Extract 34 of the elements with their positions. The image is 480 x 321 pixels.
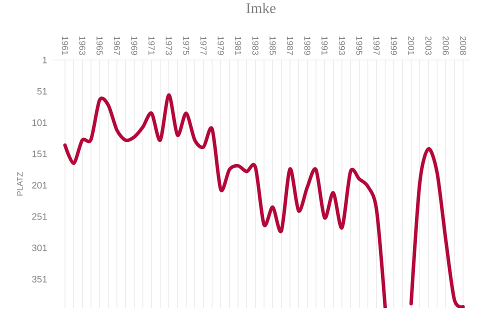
x-tick-label: 1983	[252, 36, 258, 55]
x-tick-label: 1993	[338, 36, 345, 55]
x-tick-label: 1977	[200, 36, 207, 55]
x-tick-label: 2006	[442, 36, 449, 55]
y-tick-label: 1	[42, 56, 47, 64]
y-tick-label: 301	[32, 244, 47, 252]
x-tick-label: 1973	[166, 36, 172, 55]
y-axis-title: PLATZ	[17, 172, 23, 196]
x-tick-label: 2001	[408, 36, 414, 55]
x-tick-label: 1995	[356, 36, 362, 55]
x-tick-label: 1981	[234, 36, 242, 55]
x-tick-label: 1965	[96, 36, 103, 55]
x-tick-label: 1997	[373, 36, 380, 55]
x-tick-label: 1969	[131, 36, 138, 55]
y-tick-label: 101	[32, 119, 47, 126]
x-tick-label: 1961	[62, 36, 68, 55]
x-tick-label: 1971	[148, 36, 155, 55]
y-tick-label: 51	[37, 88, 47, 95]
chart-title: Imke	[246, 2, 276, 14]
x-tick-label: 1987	[286, 36, 294, 55]
x-tick-label: 1991	[322, 36, 328, 55]
x-tick-label: 1985	[270, 36, 276, 55]
y-tick-label: 151	[32, 150, 47, 158]
x-tick-label: 1979	[218, 36, 224, 55]
x-tick-label: 1967	[114, 36, 120, 55]
x-tick-label: 2003	[425, 36, 432, 55]
y-tick-label: 351	[32, 276, 47, 282]
x-tick-label: 1963	[79, 36, 86, 55]
x-tick-label: 1975	[183, 36, 190, 55]
x-tick-label: 2008	[460, 36, 466, 55]
y-tick-label: 251	[32, 213, 47, 220]
y-tick-label: 201	[32, 182, 47, 189]
x-tick-label: 1989	[304, 36, 310, 55]
x-tick-label: 1999	[390, 36, 397, 55]
